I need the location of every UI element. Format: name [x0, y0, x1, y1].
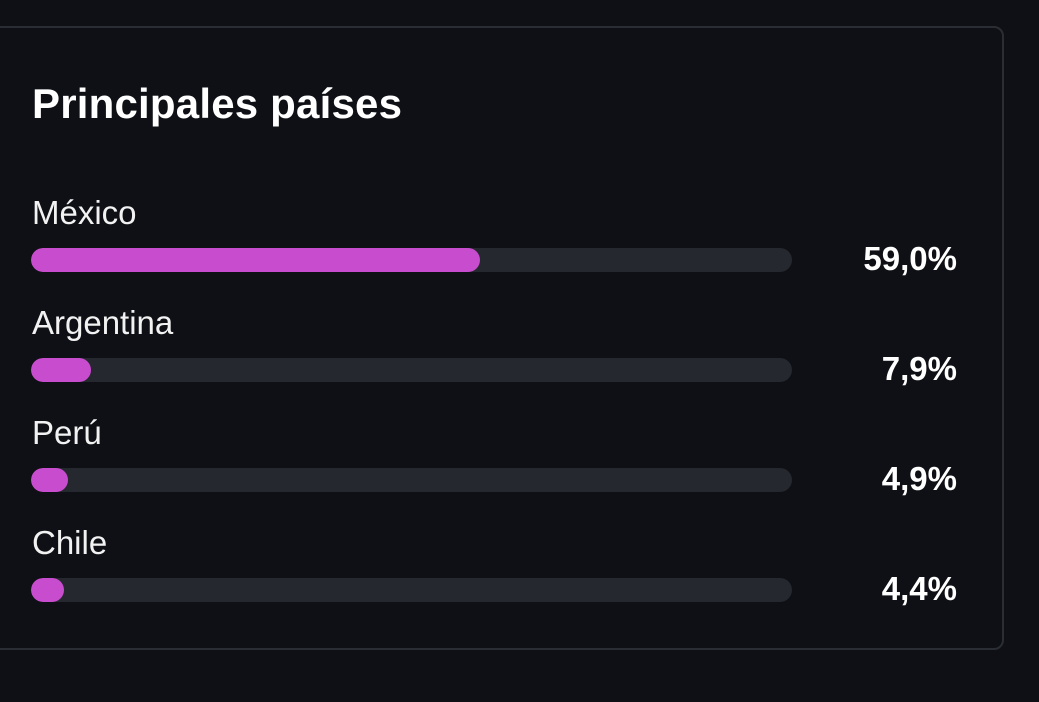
country-percentage: 59,0%: [863, 240, 957, 277]
country-name: Argentina: [32, 304, 174, 341]
top-countries-card: [0, 26, 1004, 650]
progress-fill: [31, 358, 92, 382]
card-title: Principales países: [32, 80, 403, 127]
country-percentage: 4,9%: [881, 460, 957, 497]
progress-track: [31, 248, 792, 272]
progress-fill: [31, 248, 480, 272]
country-name: Chile: [32, 524, 108, 561]
country-row-chile: Chile 4,4%: [0, 524, 1039, 624]
progress-track: [31, 468, 792, 492]
country-row-argentina: Argentina 7,9%: [0, 304, 1039, 404]
country-row-mexico: México 59,0%: [0, 194, 1039, 294]
country-row-peru: Perú 4,9%: [0, 414, 1039, 514]
progress-track: [31, 358, 792, 382]
country-name: México: [32, 194, 137, 231]
country-percentage: 4,4%: [881, 570, 957, 607]
country-name: Perú: [32, 414, 102, 451]
progress-fill: [31, 578, 65, 602]
country-percentage: 7,9%: [881, 350, 957, 387]
progress-fill: [31, 468, 69, 492]
progress-track: [31, 578, 792, 602]
